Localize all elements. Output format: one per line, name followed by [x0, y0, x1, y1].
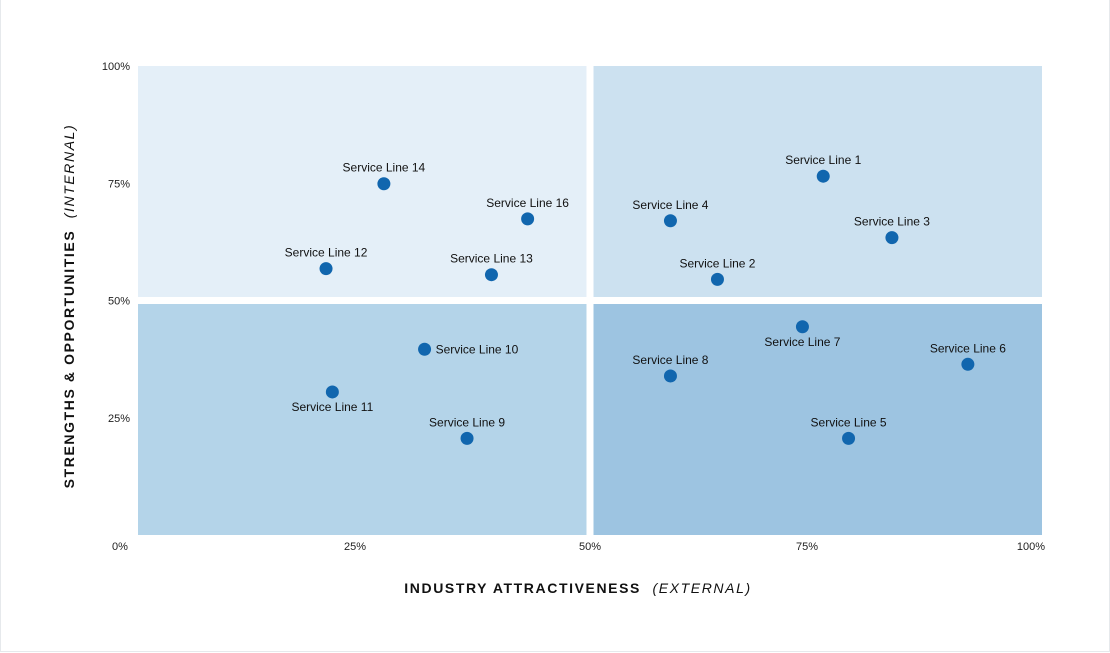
y-axis-ticks: 25% 50% 75% 100%	[102, 61, 130, 425]
x-tick-label: 75%	[796, 541, 818, 553]
y-tick-label: 25%	[108, 413, 130, 425]
data-point-label: Service Line 9	[429, 415, 505, 429]
data-point-label: Service Line 2	[679, 256, 755, 270]
y-tick-label: 100%	[102, 61, 130, 73]
x-axis-title-main: INDUSTRY ATTRACTIVENESS	[404, 580, 641, 596]
data-point-label: Service Line 3	[854, 215, 930, 229]
data-point	[418, 342, 432, 356]
quadrant-top-right	[593, 66, 1042, 297]
x-tick-label: 25%	[344, 541, 366, 553]
data-point-label: Service Line 5	[811, 415, 887, 429]
x-axis-ticks: 0% 25% 50% 75% 100%	[112, 541, 1045, 553]
data-point	[663, 369, 677, 383]
y-tick-label: 50%	[108, 296, 130, 308]
data-point	[460, 431, 474, 445]
data-point	[319, 262, 333, 276]
data-point-label: Service Line 8	[632, 353, 708, 367]
data-point	[377, 177, 391, 191]
data-point	[484, 268, 498, 282]
quadrant-bottom-left	[138, 304, 587, 535]
quadrant-top-left	[138, 66, 587, 297]
data-point-label: Service Line 16	[486, 196, 569, 210]
data-point-label: Service Line 1	[785, 153, 861, 167]
data-point	[795, 320, 809, 334]
data-points: Service Line 1 Service Line 2 Service Line…	[285, 153, 1006, 445]
data-point	[521, 212, 535, 226]
data-point-label: Service Line 14	[343, 161, 426, 175]
data-point	[325, 385, 339, 399]
data-point	[842, 431, 856, 445]
data-point-label: Service Line 4	[632, 198, 708, 212]
data-point	[885, 231, 899, 245]
data-point-label: Service Line 7	[764, 335, 840, 349]
y-axis-title: STRENGTHS & OPPORTUNITIES (INTERNAL)	[61, 124, 77, 489]
data-point-label: Service Line 12	[285, 246, 368, 260]
x-axis-title-sub: (EXTERNAL)	[652, 580, 751, 596]
x-tick-label: 0%	[112, 541, 128, 553]
data-point	[816, 169, 830, 183]
data-point-label: Service Line 11	[291, 400, 373, 414]
quadrant-bottom-right	[593, 304, 1042, 535]
data-point-label: Service Line 13	[450, 252, 533, 266]
x-tick-label: 50%	[579, 541, 601, 553]
data-point	[710, 272, 724, 286]
x-axis-title: INDUSTRY ATTRACTIVENESS (EXTERNAL)	[404, 580, 751, 596]
quadrants	[138, 66, 1042, 535]
x-tick-label: 100%	[1017, 541, 1045, 553]
y-axis-title-sub: (INTERNAL)	[61, 124, 77, 219]
data-point	[961, 357, 975, 371]
data-point-label: Service Line 10	[436, 342, 519, 356]
data-point-label: Service Line 6	[930, 341, 1006, 355]
y-axis-title-main: STRENGTHS & OPPORTUNITIES	[61, 230, 77, 489]
data-point	[663, 214, 677, 228]
y-tick-label: 75%	[108, 178, 130, 190]
